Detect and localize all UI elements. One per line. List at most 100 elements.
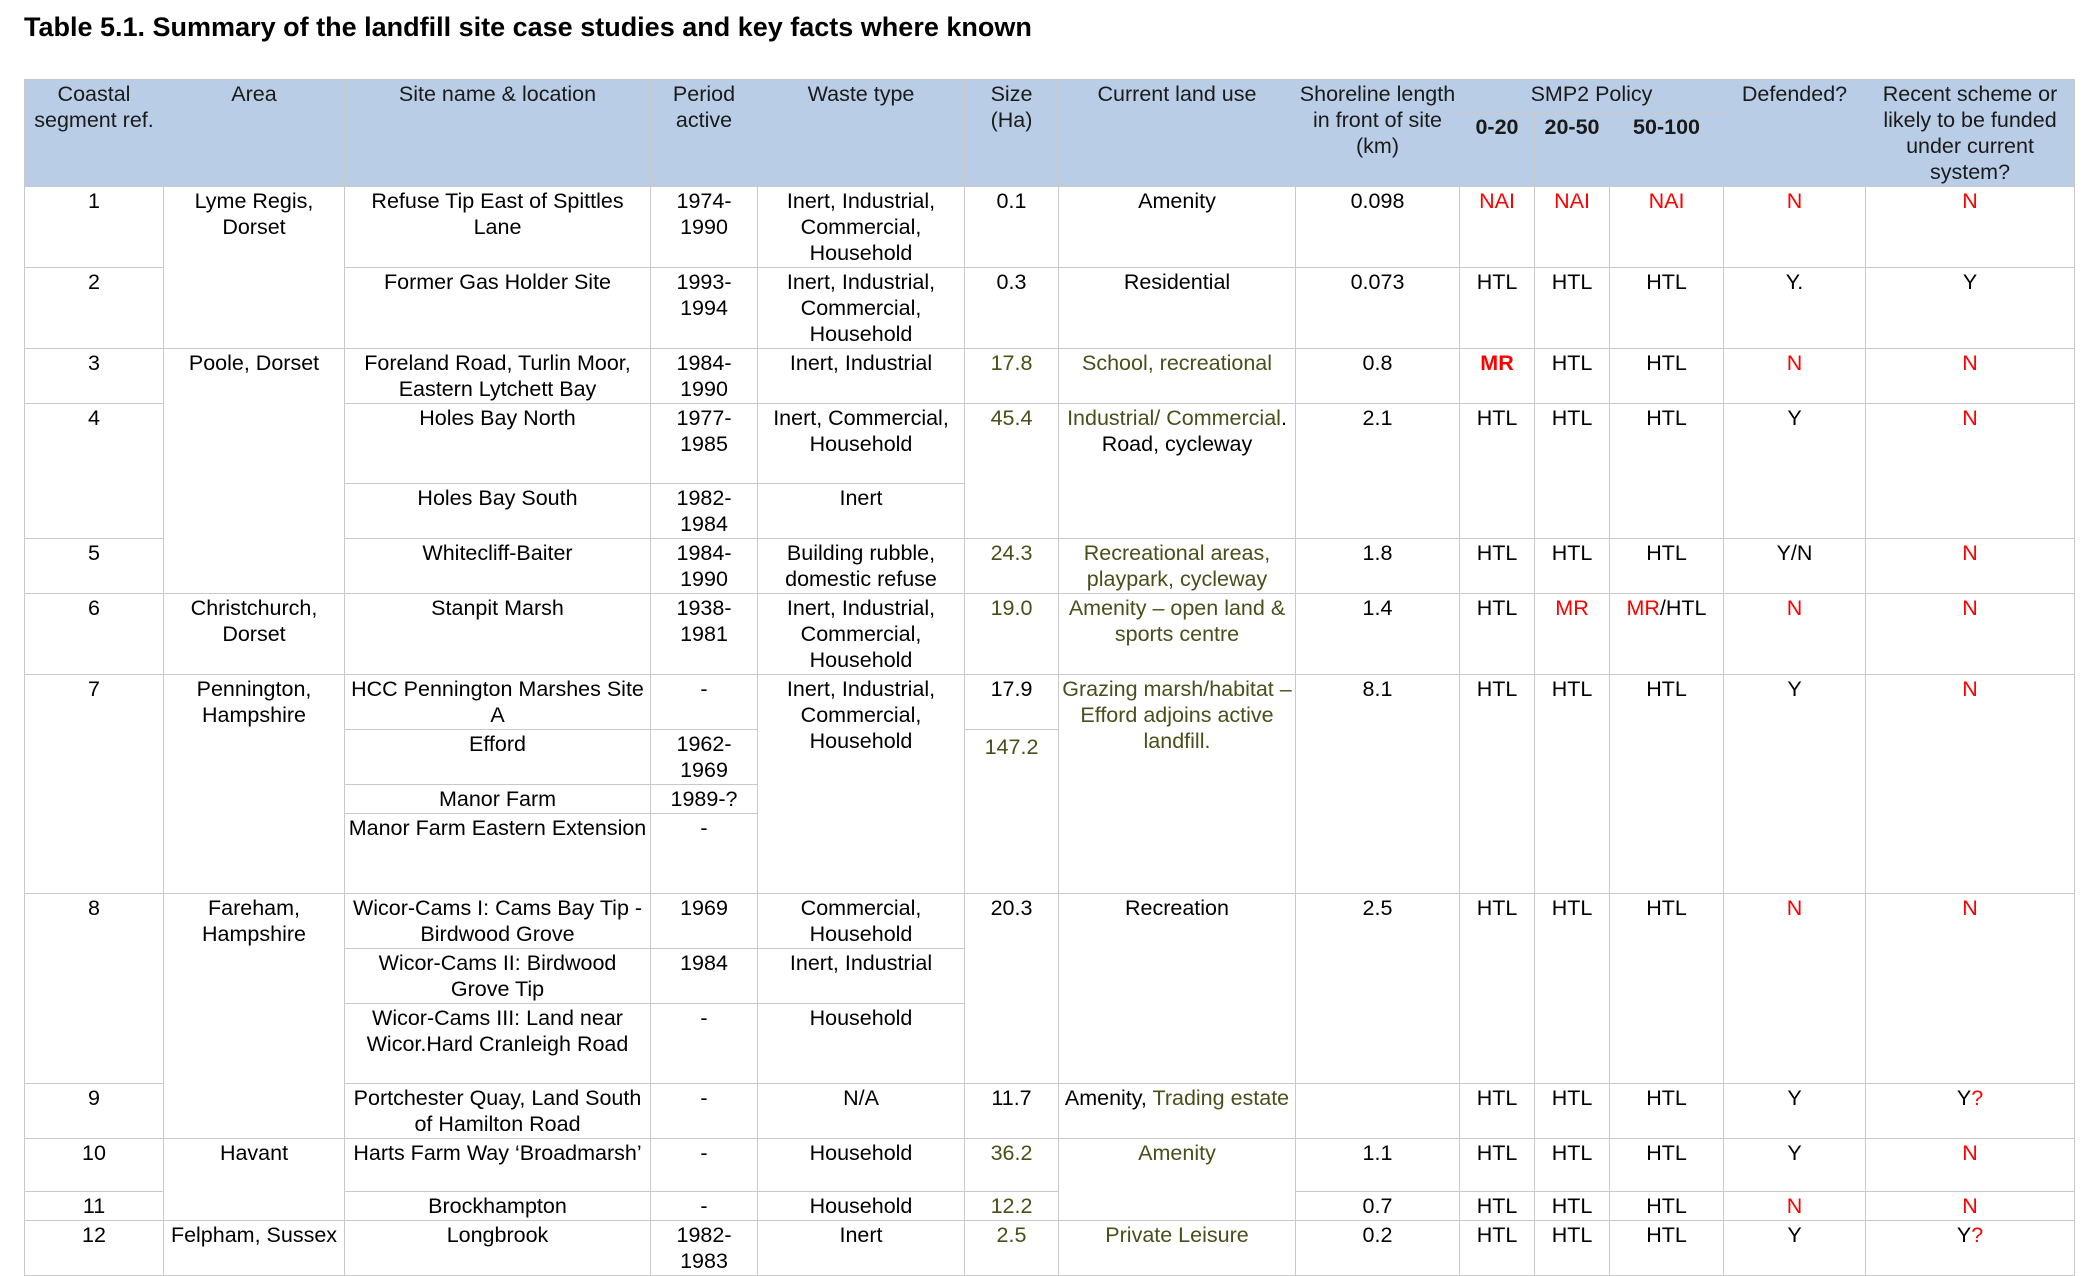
cell-area: Pennington, Hampshire bbox=[163, 674, 345, 894]
land-use-part: Industrial/ Commercial bbox=[1067, 406, 1281, 430]
cell-land-use: Recreational areas, playpark, cycleway bbox=[1058, 538, 1296, 594]
cell-size: 11.7 bbox=[964, 1083, 1059, 1139]
cell-site: Holes Bay North bbox=[344, 403, 651, 484]
cell-ref: 9 bbox=[24, 1083, 164, 1139]
cell-shoreline: 0.073 bbox=[1295, 267, 1460, 349]
cell-period: - bbox=[650, 674, 758, 730]
table-row: Manor Farm Eastern Extension - bbox=[25, 813, 2075, 894]
cell-smp-0-20: HTL bbox=[1459, 674, 1535, 894]
cell-ref: 1 bbox=[24, 186, 164, 268]
header-smp-20-50: 20-50 bbox=[1534, 111, 1610, 188]
header-site: Site name & location bbox=[344, 79, 651, 187]
cell-period: 1989-? bbox=[650, 784, 758, 814]
cell-size: 19.0 bbox=[964, 593, 1059, 675]
cell-smp-20-50: HTL bbox=[1534, 893, 1610, 1084]
policy-part: MR bbox=[1626, 596, 1660, 620]
cell-waste: Inert, Industrial, Commercial, Household bbox=[757, 186, 965, 268]
header-smp-50-100: 50-100 bbox=[1608, 111, 1725, 188]
cell-smp-20-50: MR bbox=[1534, 593, 1610, 675]
cell-defended: Y bbox=[1723, 1083, 1867, 1139]
recent-part: ? bbox=[1971, 1223, 1984, 1247]
cell-site: Wicor-Cams II: Birdwood Grove Tip bbox=[344, 948, 651, 1004]
cell-size: 45.4 bbox=[964, 403, 1059, 539]
table-row: 2 Former Gas Holder Site 1993-1994 Inert… bbox=[24, 267, 2076, 349]
cell-area: Felpham, Sussex bbox=[163, 1220, 345, 1276]
cell-smp-0-20: HTL bbox=[1459, 1191, 1535, 1221]
cell-area: Christchurch, Dorset bbox=[163, 593, 345, 675]
cell-ref: 7 bbox=[24, 674, 164, 894]
cell-period: 1984 bbox=[650, 948, 758, 1004]
table-row: 4 Holes Bay North 1977-1985 Inert, Comme… bbox=[24, 403, 2076, 539]
header-smp2: SMP2 Policy bbox=[1458, 79, 1725, 113]
recent-part: ? bbox=[1971, 1086, 1984, 1110]
cell-smp-0-20: HTL bbox=[1459, 1220, 1535, 1276]
cell-period: 1977-1985 bbox=[650, 403, 758, 484]
cell-size: 147.2 bbox=[964, 729, 1059, 894]
cell-shoreline: 0.2 bbox=[1295, 1220, 1460, 1276]
cell-ref: 2 bbox=[24, 267, 164, 349]
cell-waste: Inert, Industrial, Commercial, Household bbox=[757, 593, 965, 675]
table-row: 12 Felpham, Sussex Longbrook 1982-1983 I… bbox=[24, 1220, 2076, 1276]
cell-defended: Y bbox=[1723, 674, 1867, 894]
cell-size: 0.3 bbox=[964, 267, 1059, 349]
cell-smp-50-100: HTL bbox=[1608, 1083, 1725, 1139]
cell-smp-0-20: HTL bbox=[1459, 593, 1535, 675]
cell-waste: Inert, Industrial, Commercial, Household bbox=[757, 267, 965, 349]
land-use-part: Amenity, bbox=[1064, 1086, 1147, 1110]
table-row: Manor Farm 1989-? bbox=[25, 784, 2075, 814]
cell-land-use: Industrial/ Commercial. Road, cycleway bbox=[1058, 403, 1296, 539]
landfill-summary-table: Coastal segment ref. Area Site name & lo… bbox=[24, 79, 2076, 1276]
cell-smp-0-20: HTL bbox=[1459, 267, 1535, 349]
cell-land-use: Amenity, Trading estate bbox=[1058, 1083, 1296, 1139]
cell-smp-20-50: NAI bbox=[1534, 186, 1610, 268]
header-size: Size (Ha) bbox=[964, 79, 1059, 187]
header-ref: Coastal segment ref. bbox=[24, 79, 164, 187]
cell-smp-0-20: HTL bbox=[1459, 1083, 1535, 1139]
cell-size: 20.3 bbox=[964, 893, 1059, 1084]
cell-defended: Y bbox=[1723, 1138, 1867, 1192]
cell-land-use: School, recreational bbox=[1058, 348, 1296, 404]
cell-waste: Inert, Industrial bbox=[757, 348, 965, 404]
cell-land-use: Residential bbox=[1058, 267, 1296, 349]
cell-shoreline: 0.8 bbox=[1295, 348, 1460, 404]
cell-waste: Inert bbox=[757, 1220, 965, 1276]
cell-period: 1974-1990 bbox=[650, 186, 758, 268]
cell-smp-0-20: HTL bbox=[1459, 403, 1535, 539]
land-use-part: . Road, cycleway bbox=[1101, 406, 1287, 456]
cell-site: Harts Farm Way ‘Broadmarsh’ bbox=[344, 1138, 651, 1192]
table-row: Holes Bay South 1982-1984 Inert bbox=[25, 483, 2075, 539]
cell-smp-50-100: HTL bbox=[1608, 403, 1725, 539]
recent-part: Y bbox=[1956, 1223, 1972, 1247]
cell-smp-0-20: MR bbox=[1459, 348, 1535, 404]
cell-period: - bbox=[650, 1138, 758, 1192]
cell-land-use: Private Leisure bbox=[1058, 1220, 1296, 1276]
cell-site: Efford bbox=[344, 729, 651, 785]
cell-period: 1993-1994 bbox=[650, 267, 758, 349]
cell-smp-0-20: HTL bbox=[1459, 1138, 1535, 1192]
cell-defended: N bbox=[1723, 1191, 1867, 1221]
cell-area: Poole, Dorset bbox=[163, 348, 345, 594]
table-row: 11 Brockhampton - Household 12.2 0.7 HTL… bbox=[24, 1191, 2076, 1221]
cell-site: Brockhampton bbox=[344, 1191, 651, 1221]
cell-smp-50-100: HTL bbox=[1608, 348, 1725, 404]
land-use-part: Trading estate bbox=[1146, 1086, 1290, 1110]
cell-shoreline: 1.8 bbox=[1295, 538, 1460, 594]
cell-waste: Household bbox=[757, 1003, 965, 1084]
cell-site: Manor Farm Eastern Extension bbox=[344, 813, 651, 894]
cell-period: - bbox=[650, 1003, 758, 1084]
cell-ref: 5 bbox=[24, 538, 164, 594]
cell-smp-20-50: HTL bbox=[1534, 1138, 1610, 1192]
cell-smp-20-50: HTL bbox=[1534, 403, 1610, 539]
cell-ref: 4 bbox=[24, 403, 164, 539]
cell-smp-50-100: HTL bbox=[1608, 1220, 1725, 1276]
cell-waste: Household bbox=[757, 1138, 965, 1192]
cell-smp-50-100: HTL bbox=[1608, 674, 1725, 894]
cell-smp-0-20: HTL bbox=[1459, 538, 1535, 594]
policy-part: /HTL bbox=[1659, 596, 1707, 620]
cell-ref: 3 bbox=[24, 348, 164, 404]
header-recent-scheme: Recent scheme or likely to be funded und… bbox=[1865, 79, 2076, 187]
cell-waste: N/A bbox=[757, 1083, 965, 1139]
cell-size: 2.5 bbox=[964, 1220, 1059, 1276]
cell-land-use: Amenity – open land & sports centre bbox=[1058, 593, 1296, 675]
table-row: 3 Poole, Dorset Foreland Road, Turlin Mo… bbox=[24, 348, 2076, 594]
